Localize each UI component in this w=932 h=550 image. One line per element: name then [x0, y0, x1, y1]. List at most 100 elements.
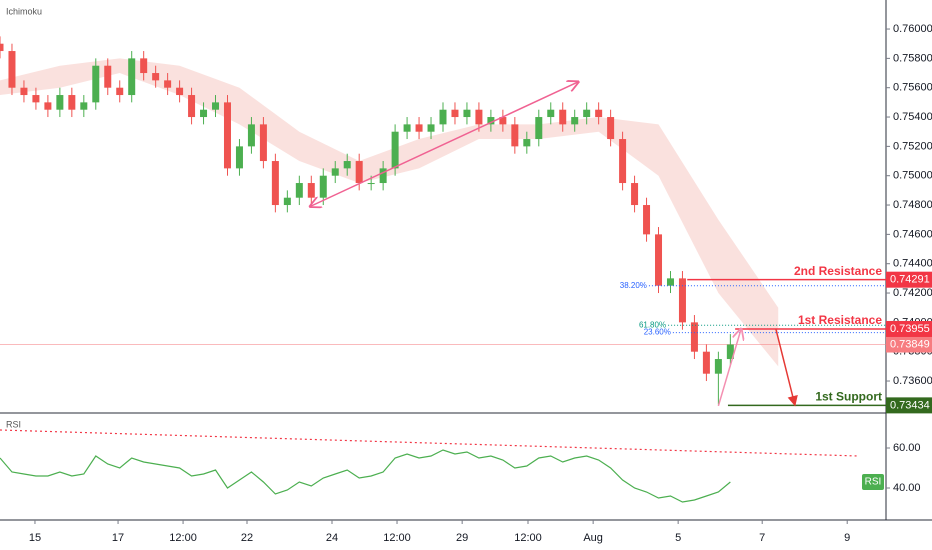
candle-body	[559, 109, 567, 125]
candle-body	[92, 65, 100, 103]
candle-body	[152, 73, 160, 81]
fib-label: 38.20%	[620, 281, 647, 290]
candle-body	[643, 205, 651, 235]
candle-body	[223, 102, 231, 169]
x-tick-label: 9	[844, 532, 850, 544]
candle-body	[247, 124, 255, 147]
candle-body	[726, 344, 734, 360]
x-tick-label: 24	[326, 532, 338, 544]
candle-body	[475, 109, 483, 125]
y-tick-label: 40.00	[893, 482, 921, 494]
candle-body	[666, 278, 674, 286]
drawing-arrow	[310, 82, 578, 207]
candle-body	[0, 43, 4, 52]
candle-body	[8, 51, 16, 88]
candle-body	[20, 87, 28, 96]
indicator-title: Ichimoku	[6, 6, 42, 16]
price-pane: 38.20% 61.80%23.60% 2nd Resistance 1st Resi…	[0, 6, 886, 407]
candle-body	[307, 183, 315, 198]
candle-body	[583, 109, 591, 118]
drawing-arrow	[717, 329, 741, 407]
candle-body	[379, 168, 387, 184]
candle-body	[80, 102, 88, 110]
rsi-trendline	[0, 429, 859, 457]
candle-body	[283, 197, 291, 206]
price-label-box	[886, 397, 932, 414]
level-label: 1st Resistance	[798, 313, 882, 327]
x-tick-label: 17	[112, 532, 124, 544]
y-tick-label: 0.74600	[893, 228, 932, 240]
rsi-line	[0, 449, 731, 503]
x-tick-label: 29	[456, 532, 468, 544]
x-tick-label: 22	[241, 532, 253, 544]
x-tick-label: 12:00	[514, 532, 542, 544]
candle-body	[343, 161, 351, 169]
price-label-box	[886, 320, 932, 337]
candle-body	[607, 117, 615, 140]
y-tick-label: 0.75600	[893, 82, 932, 94]
x-tick-label: 15	[29, 532, 41, 544]
candle-body	[690, 322, 698, 352]
candle-body	[355, 161, 363, 184]
candle-body	[403, 124, 411, 132]
price-label: 0.74291	[890, 274, 930, 286]
candle-body	[295, 183, 303, 198]
candle-body	[523, 139, 531, 147]
price-label-box	[886, 271, 932, 288]
level-label: 1st Support	[815, 390, 882, 404]
candle-body	[319, 175, 327, 198]
y-tick-label: 0.73600	[893, 375, 932, 387]
candle-body	[259, 124, 267, 162]
candle-body	[176, 87, 184, 96]
drawing-arrow	[775, 328, 798, 407]
candle-body	[415, 124, 423, 132]
y-tick-label: 60.00	[893, 442, 921, 454]
candle-body	[116, 87, 124, 96]
candle-body	[367, 183, 375, 185]
rsi-pane: RSI RSI	[0, 419, 884, 503]
candle-body	[331, 168, 339, 176]
candle-body	[451, 109, 459, 118]
candle-body	[164, 80, 172, 88]
x-tick-label: 5	[675, 532, 681, 544]
candle-body	[68, 95, 76, 110]
y-tick-label: 0.75800	[893, 52, 932, 64]
y-tick-label: 0.75200	[893, 140, 932, 152]
x-tick-label: 12:00	[169, 532, 197, 544]
x-tick-label: 7	[759, 532, 765, 544]
fib-label: 61.80%	[639, 320, 666, 329]
candle-body	[714, 359, 722, 374]
y-tick-label: 0.76000	[893, 23, 932, 35]
candle-body	[571, 117, 579, 125]
candle-body	[271, 161, 279, 206]
price-label: 0.73434	[890, 399, 930, 411]
y-tick-label: 0.74800	[893, 199, 932, 211]
price-label-box	[886, 336, 932, 353]
candle-body	[128, 58, 136, 96]
candle-body	[463, 109, 471, 118]
rsi-badge	[862, 474, 884, 490]
candle-body	[655, 234, 663, 286]
candle-body	[439, 109, 447, 125]
rsi-badge-label: RSI	[865, 477, 882, 488]
x-tick-label: Aug	[583, 532, 603, 544]
axes: 15 17 12:00 22 24 12:00 29 12:00 Aug 5 7 9 0.76000 0.…	[29, 23, 932, 544]
candle-body	[188, 95, 196, 118]
candle-body	[104, 65, 112, 88]
candle-body	[391, 131, 399, 169]
candle-body	[200, 109, 208, 118]
candle-body	[140, 58, 148, 74]
candle-body	[32, 95, 40, 103]
candle-body	[511, 124, 519, 147]
candle-body	[535, 117, 543, 140]
candle-body	[595, 109, 603, 118]
y-tick-label: 0.75000	[893, 170, 932, 182]
price-label: 0.73849	[890, 338, 930, 350]
rsi-title: RSI	[6, 419, 21, 429]
candle-body	[678, 278, 686, 323]
candle-body	[212, 102, 220, 110]
candle-body	[56, 95, 64, 110]
candle-body	[619, 139, 627, 184]
